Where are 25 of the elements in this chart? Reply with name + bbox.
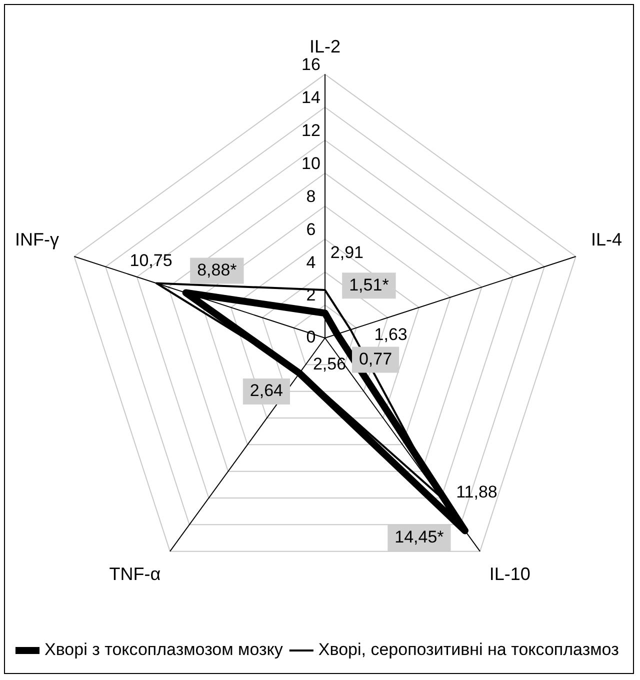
y-tick-label: 6 <box>306 220 316 239</box>
y-tick-label: 10 <box>302 154 320 173</box>
data-label: 1,51* <box>349 275 390 294</box>
spoke-label: TNF-α <box>109 564 161 584</box>
y-tick-label: 12 <box>302 120 320 140</box>
legend-label: Хворі, серопозитивні на токсоплазмоз <box>318 640 620 660</box>
y-tick-label: 0 <box>306 328 316 347</box>
y-tick-label: 8 <box>306 186 316 206</box>
data-label: 11,88 <box>456 482 498 502</box>
y-tick-label: 4 <box>306 252 316 272</box>
data-label: 10,75 <box>130 250 172 270</box>
spoke-label: IL-4 <box>591 230 622 250</box>
data-label: 0,77 <box>358 349 392 368</box>
spoke-label: INF-γ <box>14 230 59 250</box>
data-label: 2,64 <box>250 381 284 400</box>
data-label: 14,45* <box>394 528 444 547</box>
spoke-label: IL-10 <box>489 564 530 584</box>
y-tick-label: 16 <box>302 54 320 74</box>
data-label: 1,63 <box>374 324 408 344</box>
y-tick-label: 14 <box>302 88 320 107</box>
spoke-label: IL-2 <box>309 36 341 56</box>
data-label: 8,88* <box>197 260 238 280</box>
data-label: 2,56 <box>312 354 346 374</box>
data-label: 2,91 <box>330 243 364 262</box>
legend-label: Хворі з токсоплазмозом мозку <box>44 640 284 660</box>
